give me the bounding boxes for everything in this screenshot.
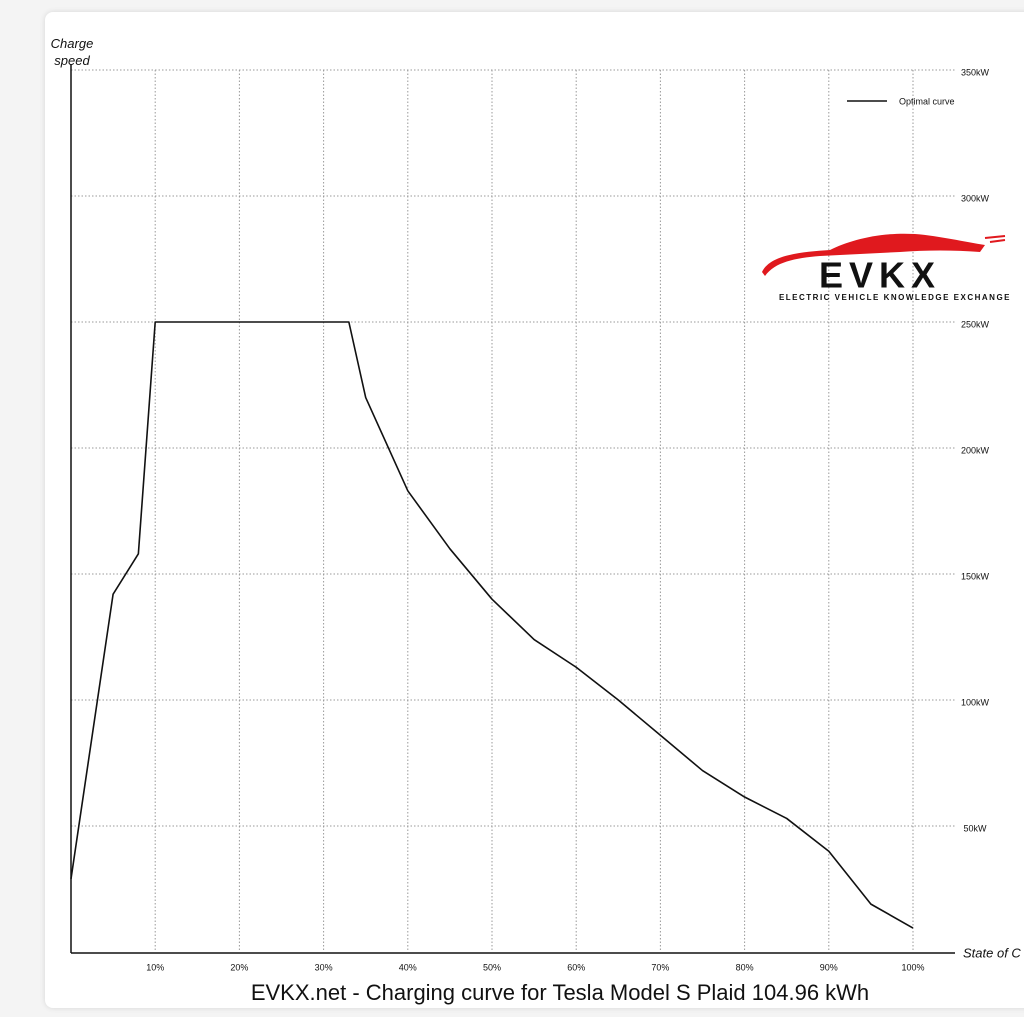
y-tick-label: 150kW [961, 571, 990, 581]
y-axis-label: Charge speed [50, 36, 94, 68]
y-tick-label: 200kW [961, 445, 990, 455]
x-tick-label: 10% [146, 962, 164, 972]
x-tick-label: 90% [820, 962, 838, 972]
x-tick-label: 100% [901, 962, 924, 972]
x-tick-label: 50% [483, 962, 501, 972]
x-tick-label: 20% [230, 962, 248, 972]
logo-mark [984, 235, 1006, 243]
x-tick-label: 60% [567, 962, 585, 972]
x-tick-label: 40% [399, 962, 417, 972]
logo: EVKX ELECTRIC VEHICLE KNOWLEDGE EXCHANGE [762, 233, 1011, 302]
x-tick-label: 70% [651, 962, 669, 972]
x-tick-label: 80% [736, 962, 754, 972]
grid [71, 69, 955, 952]
logo-car [762, 233, 985, 276]
x-axis-label: State of C [963, 945, 1021, 960]
y-tick-label: 350kW [961, 67, 990, 77]
chart-card [45, 12, 1024, 1008]
legend-label: Optimal curve [899, 96, 955, 106]
y-tick-label: 100kW [961, 697, 990, 707]
y-tick-label: 250kW [961, 319, 990, 329]
data-line [70, 321, 914, 929]
logo-text: EVKX [819, 255, 941, 296]
chart-title: EVKX.net - Charging curve for Tesla Mode… [251, 980, 869, 1005]
y-tick-label: 300kW [961, 193, 990, 203]
x-tick-label: 30% [315, 962, 333, 972]
logo-tagline: ELECTRIC VEHICLE KNOWLEDGE EXCHANGE [779, 293, 1011, 302]
y-tick-label: 50kW [963, 823, 987, 833]
